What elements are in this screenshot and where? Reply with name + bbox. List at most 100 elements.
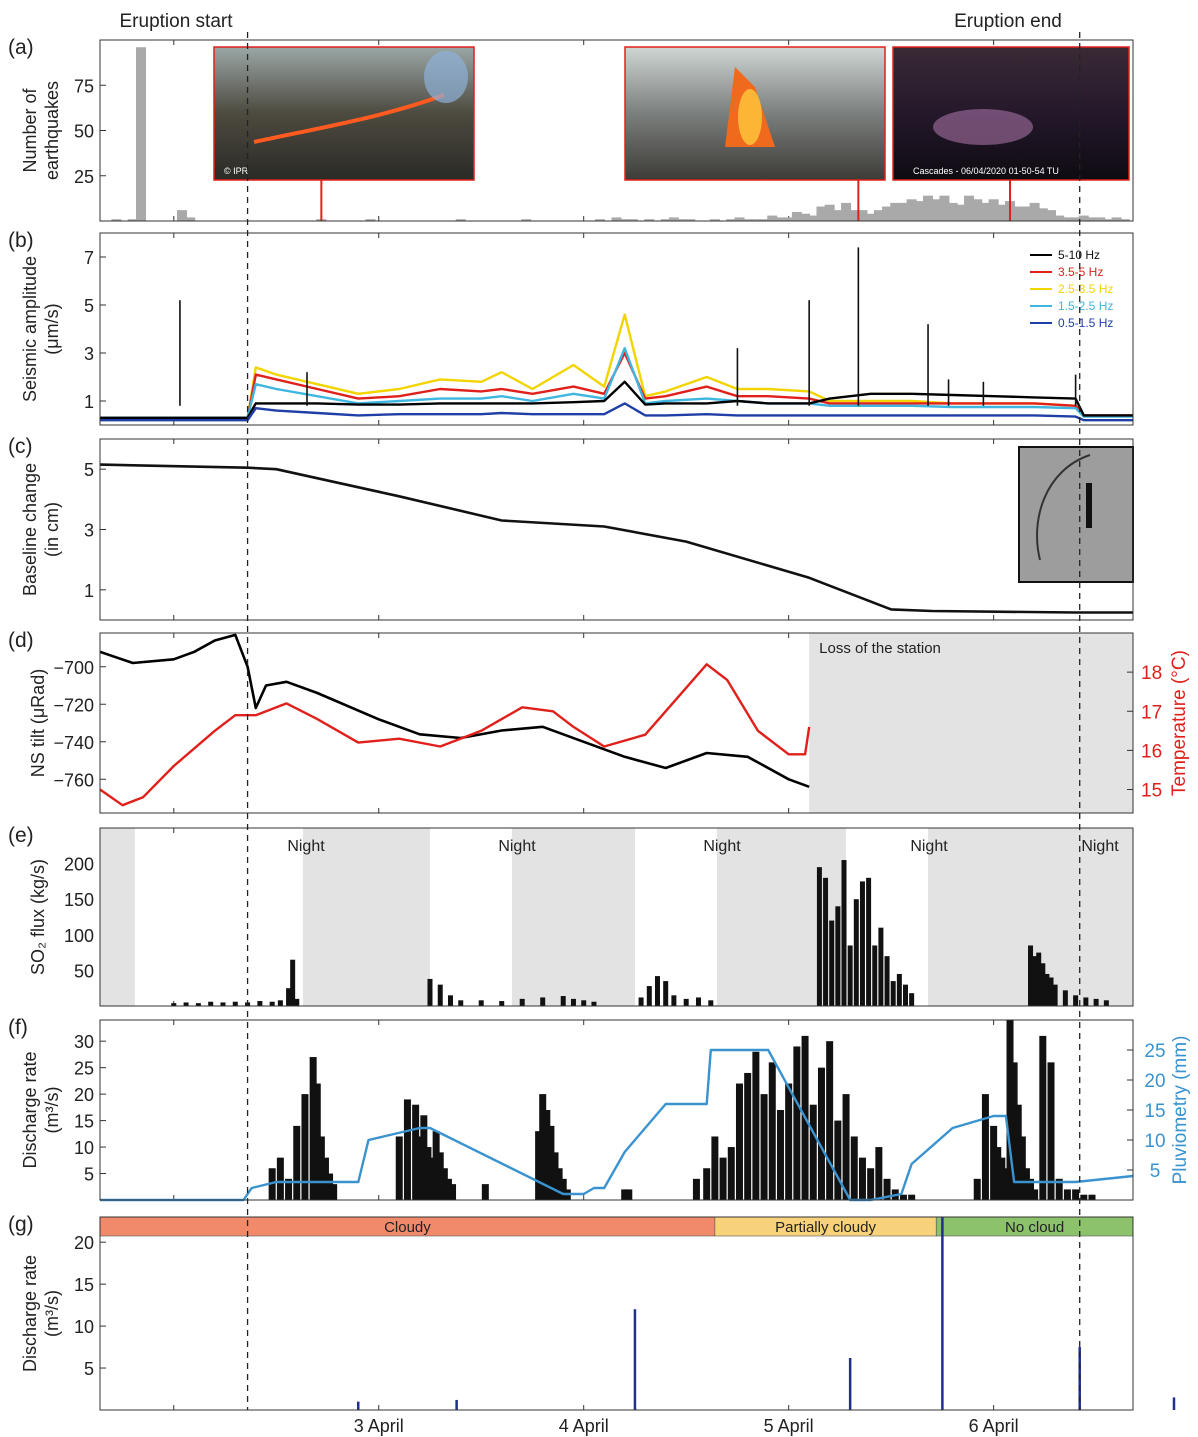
panel-e: (e) 50 100 150 200 SO₂ flux (kg/s) Night Night N… <box>8 824 1134 1007</box>
discharge-bar <box>420 1115 428 1200</box>
ytick-label: 50 <box>74 961 94 981</box>
discharge-bar <box>309 1057 317 1200</box>
so2-bar <box>671 995 677 1006</box>
so2-bar <box>829 920 835 1006</box>
axis-title-y: Seismic amplitude <box>20 256 40 402</box>
discharge-bar <box>428 1157 436 1200</box>
so2-bar <box>835 906 841 1006</box>
ytick-label: 1 <box>84 581 94 601</box>
temperature-line <box>99 663 811 807</box>
discharge-bar <box>834 1120 842 1200</box>
axis-title-y: Discharge rate <box>20 1051 40 1168</box>
ytick-label: 50 <box>74 122 94 142</box>
discharge-bar <box>760 1094 768 1200</box>
so2-bar <box>277 1000 283 1006</box>
earthquake-bar <box>644 219 655 221</box>
earthquake-bar <box>759 219 770 221</box>
earthquake-bar <box>1119 219 1130 221</box>
so2-bar <box>1062 990 1068 1006</box>
so2-bar <box>1103 1000 1109 1006</box>
discharge-bar <box>735 1083 743 1200</box>
panel-letter: (f) <box>8 1016 28 1039</box>
sky-condition-label: Partially cloudy <box>775 1219 876 1236</box>
station-lost-annotation: Loss of the station <box>819 640 941 657</box>
earthquake-bar <box>1070 217 1081 221</box>
earthquake-bar <box>914 201 925 221</box>
earthquake-bar <box>1021 206 1032 221</box>
discharge-bar <box>785 1083 793 1200</box>
discharge-bar <box>809 1104 817 1200</box>
so2-bar <box>853 899 859 1006</box>
legend-entry: 1.5-2.5 Hz <box>1058 299 1113 313</box>
so2-bar <box>859 881 865 1006</box>
so2-bar <box>499 1001 505 1006</box>
so2-bar <box>478 1000 484 1006</box>
y2tick-label: 15 <box>1141 781 1162 802</box>
earthquake-bar <box>996 204 1007 221</box>
discharge-bar <box>817 1067 825 1200</box>
discharge-bar <box>1031 1189 1039 1200</box>
so2-bar <box>183 1002 189 1006</box>
legend-entry: 0.5-1.5 Hz <box>1058 316 1113 330</box>
ytick-label: 100 <box>64 926 94 946</box>
seismic-series-line <box>100 380 1133 419</box>
ytick-label: −700 <box>53 658 94 678</box>
legend-entry: 3.5-5 Hz <box>1058 265 1103 279</box>
so2-bar <box>1032 956 1038 1006</box>
earthquake-bar <box>185 217 196 221</box>
discharge-bar <box>559 1178 567 1200</box>
night-shade <box>511 828 635 1006</box>
panel-g: (g) 5 10 15 20 Discharge rate (m³/s) Cloudy Part… <box>8 1213 1176 1436</box>
discharge-bar <box>858 1157 866 1200</box>
discharge-bar <box>1055 1178 1063 1200</box>
discharge-bar <box>330 1184 338 1200</box>
so2-bar <box>884 956 890 1006</box>
earthquake-bar <box>127 219 138 221</box>
discharge-bar <box>276 1157 284 1200</box>
night-label: Night <box>703 838 741 855</box>
crater-rim <box>1036 454 1091 561</box>
so2-bar <box>1073 995 1079 1006</box>
discharge-bar <box>326 1173 334 1200</box>
discharge-bar <box>551 1152 559 1200</box>
ytick-label: 10 <box>74 1317 94 1337</box>
panel-letter: (c) <box>8 435 33 458</box>
earthquake-bar <box>939 195 950 221</box>
so2-bar <box>1048 977 1054 1006</box>
axis-title-y: (m³/s) <box>42 1087 62 1134</box>
earthquake-bar <box>455 219 466 221</box>
discharge-bar <box>973 1178 981 1200</box>
discharge-bar <box>449 1184 457 1200</box>
y2tick-label: 20 <box>1144 1071 1165 1092</box>
earthquake-bar <box>1103 219 1114 221</box>
xtick-label: 3 April <box>354 1416 404 1436</box>
so2-bar <box>581 1000 587 1006</box>
panel-frame <box>99 232 1134 426</box>
earthquake-bar <box>176 210 187 221</box>
earthquake-bar <box>988 199 999 221</box>
earthquake-bar <box>1037 208 1048 221</box>
so2-bar <box>909 993 915 1006</box>
y2tick-label: 5 <box>1150 1161 1161 1182</box>
discharge-bar <box>826 1041 834 1200</box>
ytick-label: 1 <box>84 392 94 412</box>
panel-frame <box>99 438 1134 621</box>
ytick-label: 20 <box>74 1233 94 1253</box>
discharge-bar <box>1063 1189 1071 1200</box>
earthquake-bar <box>947 202 958 221</box>
night-shade <box>100 828 135 1006</box>
panel-b: (b) 1 3 5 7 Seismic amplitude (μm/s) 5-10 Hz 3.5… <box>8 229 1134 426</box>
ytick-label: −720 <box>53 695 94 715</box>
discharge-bar <box>719 1157 727 1200</box>
discharge-bar <box>990 1125 998 1200</box>
photo-frame <box>624 46 886 181</box>
earthquake-bar <box>668 217 679 221</box>
earthquake-bar <box>955 204 966 221</box>
earthquake-bar <box>619 219 630 221</box>
discharge-bar <box>1080 1194 1088 1200</box>
earthquake-bar <box>1029 202 1040 221</box>
earthquake-bar <box>1087 217 1098 221</box>
photo-frame <box>213 46 475 181</box>
panel-background <box>100 233 1133 425</box>
